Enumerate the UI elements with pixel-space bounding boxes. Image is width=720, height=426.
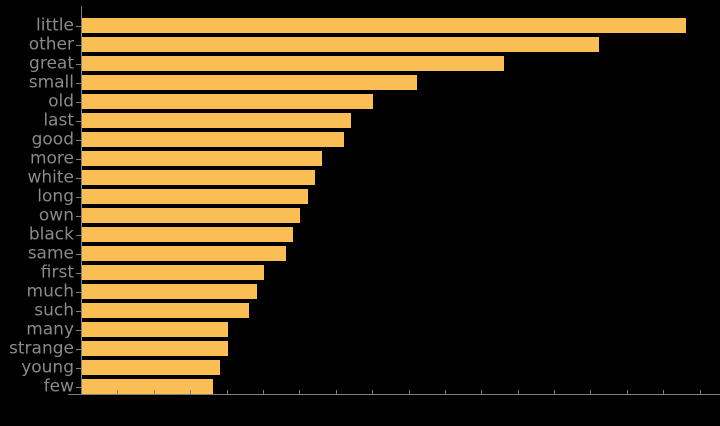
x-tick-mark (227, 390, 228, 395)
y-tick-mark (76, 254, 81, 255)
x-tick-mark (445, 390, 446, 395)
y-tick-mark (76, 140, 81, 141)
y-tick-mark (76, 26, 81, 27)
bar-such (82, 303, 249, 318)
y-tick-label-many: many (26, 319, 74, 339)
y-tick-mark (76, 178, 81, 179)
y-tick-mark (76, 235, 81, 236)
x-tick-mark (627, 390, 628, 395)
y-tick-label-old: old (48, 91, 74, 111)
bar-young (82, 360, 220, 375)
y-tick-mark (76, 311, 81, 312)
bar-same (82, 246, 286, 261)
bar-own (82, 208, 300, 223)
y-tick-label-strange: strange (9, 338, 74, 358)
bar-good (82, 132, 344, 147)
y-tick-mark (76, 349, 81, 350)
y-tick-label-black: black (28, 224, 74, 244)
y-tick-label-great: great (29, 53, 74, 73)
y-tick-mark (76, 368, 81, 369)
bar-last (82, 113, 351, 128)
y-tick-label-more: more (29, 148, 74, 168)
y-tick-label-same: same (27, 243, 74, 263)
y-axis-line (81, 6, 82, 395)
bar-first (82, 265, 264, 280)
y-tick-mark (76, 216, 81, 217)
y-tick-label-white: white (27, 167, 74, 187)
y-tick-mark (76, 159, 81, 160)
x-tick-mark (700, 390, 701, 395)
x-tick-mark (336, 390, 337, 395)
bar-little (82, 18, 686, 33)
x-axis-line (68, 394, 720, 395)
bar-other (82, 37, 599, 52)
y-tick-label-long: long (37, 186, 74, 206)
bar-many (82, 322, 228, 337)
bar-more (82, 151, 322, 166)
x-tick-mark (154, 390, 155, 395)
y-tick-mark (76, 121, 81, 122)
bar-old (82, 94, 373, 109)
x-tick-mark (117, 390, 118, 395)
y-tick-mark (76, 292, 81, 293)
x-tick-mark (518, 390, 519, 395)
x-tick-mark (409, 390, 410, 395)
y-tick-label-few: few (43, 376, 74, 396)
y-tick-label-such: such (34, 300, 74, 320)
x-tick-mark (590, 390, 591, 395)
y-tick-mark (76, 45, 81, 46)
y-tick-mark (76, 197, 81, 198)
y-tick-label-little: little (36, 15, 74, 35)
y-tick-mark (76, 83, 81, 84)
bar-white (82, 170, 315, 185)
bar-great (82, 56, 504, 71)
y-tick-mark (76, 64, 81, 65)
y-tick-label-small: small (28, 72, 74, 92)
y-tick-label-much: much (26, 281, 74, 301)
bar-strange (82, 341, 228, 356)
x-tick-mark (663, 390, 664, 395)
y-tick-mark (76, 387, 81, 388)
y-tick-label-good: good (31, 129, 74, 149)
y-tick-label-last: last (43, 110, 74, 130)
x-tick-mark (190, 390, 191, 395)
x-tick-mark (554, 390, 555, 395)
x-tick-mark (263, 390, 264, 395)
bar-black (82, 227, 293, 242)
bar-small (82, 75, 417, 90)
bar-few (82, 379, 213, 394)
x-tick-mark (372, 390, 373, 395)
x-tick-mark (299, 390, 300, 395)
y-tick-label-own: own (38, 205, 74, 225)
y-tick-label-other: other (28, 34, 74, 54)
y-tick-mark (76, 330, 81, 331)
bar-much (82, 284, 257, 299)
y-tick-label-young: young (21, 357, 74, 377)
y-tick-mark (76, 102, 81, 103)
y-tick-mark (76, 273, 81, 274)
bar-long (82, 189, 308, 204)
y-tick-label-first: first (40, 262, 74, 282)
x-tick-mark (481, 390, 482, 395)
